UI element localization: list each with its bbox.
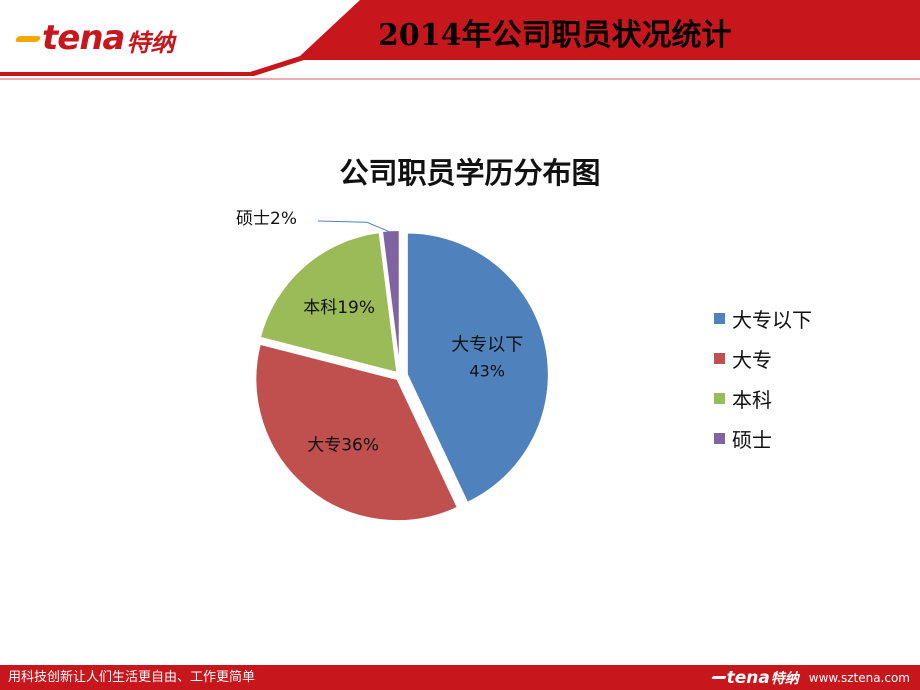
legend-item-bachelor: 本科	[714, 378, 812, 418]
footer-logo-chinese-name: 特纳	[770, 670, 799, 687]
data-label-college: 大专36%	[307, 436, 379, 456]
footer-logo-swoosh-icon	[710, 676, 727, 679]
legend-label-college: 大专	[732, 347, 772, 372]
legend-swatch-below-college	[714, 312, 725, 324]
pie-slice-college	[254, 342, 460, 523]
legend-item-below-college: 大专以下	[714, 298, 812, 338]
legend-item-college: 大专	[714, 338, 812, 378]
legend-label-master: 硕士	[732, 427, 772, 452]
legend-swatch-college	[714, 352, 725, 364]
legend-swatch-master	[714, 432, 725, 444]
header-underline	[0, 78, 920, 80]
header-decoration	[0, 0, 920, 80]
header-red-stripe	[0, 56, 920, 76]
chart-legend: 大专以下大专本科硕士	[714, 298, 812, 458]
footer-website-link[interactable]: www.sztena.com	[808, 670, 910, 685]
brand-logo: tena 特纳	[14, 18, 175, 58]
data-label-value-below-college: 43%	[469, 362, 505, 381]
legend-label-bachelor: 本科	[732, 387, 772, 412]
pie-slice-master	[380, 229, 401, 373]
data-label-master: 硕士2%	[236, 209, 297, 229]
header-banner: tena 特纳 2014年公司职员状况统计	[0, 0, 920, 82]
pie-slice-bachelor	[258, 231, 399, 375]
footer-bar: 用科技创新让人们生活更自由、工作更简单 tena 特纳 www.sztena.c…	[0, 665, 920, 690]
pie-slice-below-college	[405, 231, 550, 505]
footer-brand: tena 特纳 www.sztena.com	[710, 666, 910, 689]
footer-logo-wordmark: tena	[726, 667, 770, 688]
legend-swatch-bachelor	[714, 392, 725, 404]
header-red-panel	[300, 0, 920, 56]
pie-chart: 大专以下 43% 大专36% 本科19% 硕士2%	[236, 209, 550, 523]
leader-line-master	[317, 220, 392, 233]
footer-slogan: 用科技创新让人们生活更自由、工作更简单	[8, 670, 256, 685]
logo-chinese-name: 特纳	[126, 28, 175, 57]
logo-wordmark: tena	[42, 18, 125, 58]
page-title: 2014年公司职员状况统计	[378, 18, 732, 53]
data-label-bachelor: 本科19%	[303, 298, 375, 318]
legend-label-below-college: 大专以下	[732, 307, 812, 332]
data-label-name-below-college: 大专以下	[451, 335, 523, 356]
chart-title: 公司职员学历分布图	[339, 156, 601, 190]
legend-item-master: 硕士	[714, 418, 812, 458]
